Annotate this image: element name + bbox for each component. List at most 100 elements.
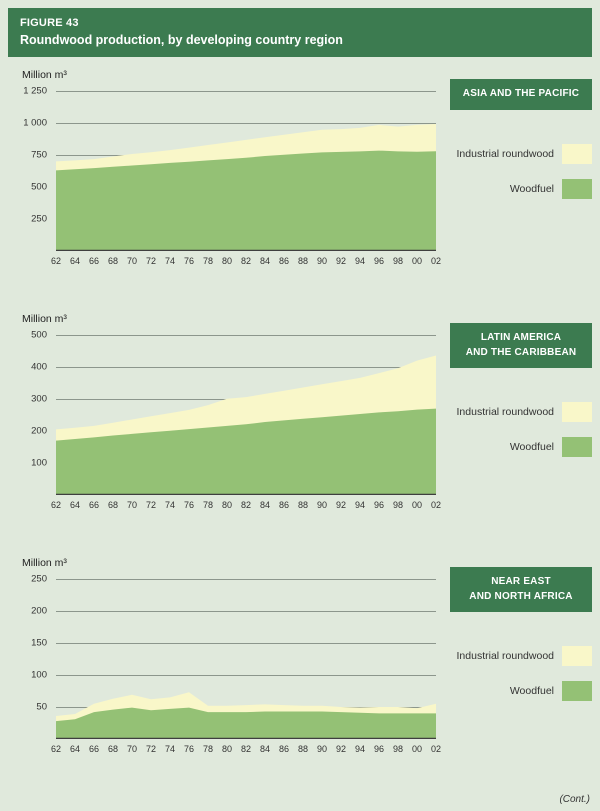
y-tick-label: 100 [31,669,47,681]
legend: Industrial roundwood Woodfuel [450,402,592,457]
figure-title: Roundwood production, by developing coun… [20,33,343,47]
x-tick-label: 72 [145,256,157,266]
x-tick-label: 00 [411,744,423,754]
x-tick-label: 62 [50,744,62,754]
x-tick-label: 96 [373,744,385,754]
region-badge-line: AND NORTH AFRICA [469,590,573,602]
figure-header: FIGURE 43 Roundwood production, by devel… [8,8,592,57]
legend-swatch-woodfuel [562,437,592,457]
x-tick-label: 94 [354,256,366,266]
unit-label: Million m³ [22,313,67,325]
x-tick-label: 92 [335,744,347,754]
side-column: LATIN AMERICA AND THE CARIBBEAN Industri… [450,323,592,513]
x-tick-label: 68 [107,744,119,754]
y-tick-label: 500 [31,181,47,193]
y-tick-label: 50 [36,701,47,713]
unit-label: Million m³ [22,557,67,569]
legend-item-industrial-roundwood: Industrial roundwood [450,646,592,666]
x-tick-label: 00 [411,500,423,510]
x-tick-label: 80 [221,500,233,510]
y-tick-label: 250 [31,573,47,585]
side-column: NEAR EAST AND NORTH AFRICA Industrial ro… [450,567,592,757]
x-tick-label: 82 [240,744,252,754]
legend-item-woodfuel: Woodfuel [450,437,592,457]
x-tick-label: 88 [297,744,309,754]
chart-panel-near-east: Million m³ 250 200 150 100 50 62 64 66 68 70 72 74… [0,545,600,757]
x-tick-label: 76 [183,744,195,754]
x-tick-label: 96 [373,256,385,266]
y-tick-label: 750 [31,149,47,161]
y-tick-label: 100 [31,457,47,469]
x-tick-label: 64 [69,500,81,510]
x-axis: 62 64 66 68 70 72 74 76 78 80 82 84 86 88 90 92 94 96 98 00… [51,739,441,757]
legend-item-woodfuel: Woodfuel [450,681,592,701]
plot: 62 64 66 68 70 72 74 76 78 80 82 84 86 88 90 92 94 96 98 00… [51,91,441,269]
y-tick-label: 200 [31,425,47,437]
x-tick-label: 88 [297,500,309,510]
x-tick-label: 00 [411,256,423,266]
region-badge-line: LATIN AMERICA [480,332,562,343]
x-tick-label: 92 [335,256,347,266]
side-column: ASIA AND THE PACIFIC Industrial roundwoo… [450,79,592,269]
x-tick-label: 90 [316,500,328,510]
y-axis: 500 400 300 200 100 [8,330,56,495]
x-tick-label: 86 [278,500,290,510]
x-tick-label: 86 [278,256,290,266]
y-tick-label: 1 250 [23,85,47,97]
y-tick-label: 500 [31,329,47,341]
x-tick-label: 98 [392,256,404,266]
legend-item-industrial-roundwood: Industrial roundwood [450,402,592,422]
x-tick-label: 72 [145,500,157,510]
legend-label-industrial-roundwood: Industrial roundwood [456,650,554,662]
y-tick-label: 150 [31,637,47,649]
chart-panel-asia-pacific: Million m³ 1 250 1 000 750 500 250 62 64 66 68 7… [0,57,600,269]
chart-area-latin-america: Million m³ 500 400 300 200 100 62 64 66 68 70 72 7… [8,313,441,513]
x-tick-label: 88 [297,256,309,266]
x-tick-label: 72 [145,744,157,754]
region-badge-near-east: NEAR EAST AND NORTH AFRICA [450,567,592,612]
x-tick-label: 84 [259,256,271,266]
x-tick-label: 82 [240,500,252,510]
x-tick-label: 02 [430,500,442,510]
x-axis: 62 64 66 68 70 72 74 76 78 80 82 84 86 88 90 92 94 96 98 00… [51,495,441,513]
plot: 62 64 66 68 70 72 74 76 78 80 82 84 86 88 90 92 94 96 98 00… [51,579,441,757]
stacked-area-chart-near-east [56,579,436,739]
x-axis: 62 64 66 68 70 72 74 76 78 80 82 84 86 88 90 92 94 96 98 00… [51,251,441,269]
x-tick-label: 74 [164,256,176,266]
x-tick-label: 82 [240,256,252,266]
x-tick-label: 66 [88,744,100,754]
continuation-note: (Cont.) [559,794,590,805]
unit-label: Million m³ [22,69,67,81]
region-badge-line: ASIA AND THE PACIFIC [462,88,580,99]
y-tick-label: 250 [31,213,47,225]
legend-label-industrial-roundwood: Industrial roundwood [456,147,554,160]
y-tick-label: 300 [31,393,47,405]
x-tick-label: 02 [430,744,442,754]
legend-label-woodfuel: Woodfuel [509,441,554,453]
legend-item-woodfuel: Woodfuel [450,178,592,199]
x-tick-label: 84 [259,744,271,754]
x-tick-label: 80 [221,744,233,754]
woodfuel-area [56,707,436,739]
woodfuel-area [56,150,436,251]
legend-swatch-woodfuel [562,178,592,199]
x-tick-label: 68 [107,256,119,266]
plot: 62 64 66 68 70 72 74 76 78 80 82 84 86 88 90 92 94 96 98 00… [51,335,441,513]
x-tick-label: 84 [259,500,271,510]
region-badge-line: AND THE CARIBBEAN [465,346,577,358]
y-tick-label: 400 [31,361,47,373]
x-tick-label: 76 [183,500,195,510]
x-tick-label: 78 [202,256,214,266]
x-tick-label: 70 [126,500,138,510]
x-tick-label: 78 [202,500,214,510]
woodfuel-area [56,408,436,495]
x-tick-label: 90 [316,256,328,266]
chart-area-asia-pacific: Million m³ 1 250 1 000 750 500 250 62 64 66 68 7… [8,69,441,269]
stacked-area-chart-latin-america [56,335,436,495]
x-tick-label: 92 [335,500,347,510]
x-tick-label: 66 [88,256,100,266]
plot-row: 1 250 1 000 750 500 250 62 64 66 68 70 72 74 76 78 80… [8,86,441,269]
x-tick-label: 90 [316,744,328,754]
figure-label: FIGURE 43 [20,17,79,29]
region-badge-latin-america: LATIN AMERICA AND THE CARIBBEAN [450,323,592,368]
